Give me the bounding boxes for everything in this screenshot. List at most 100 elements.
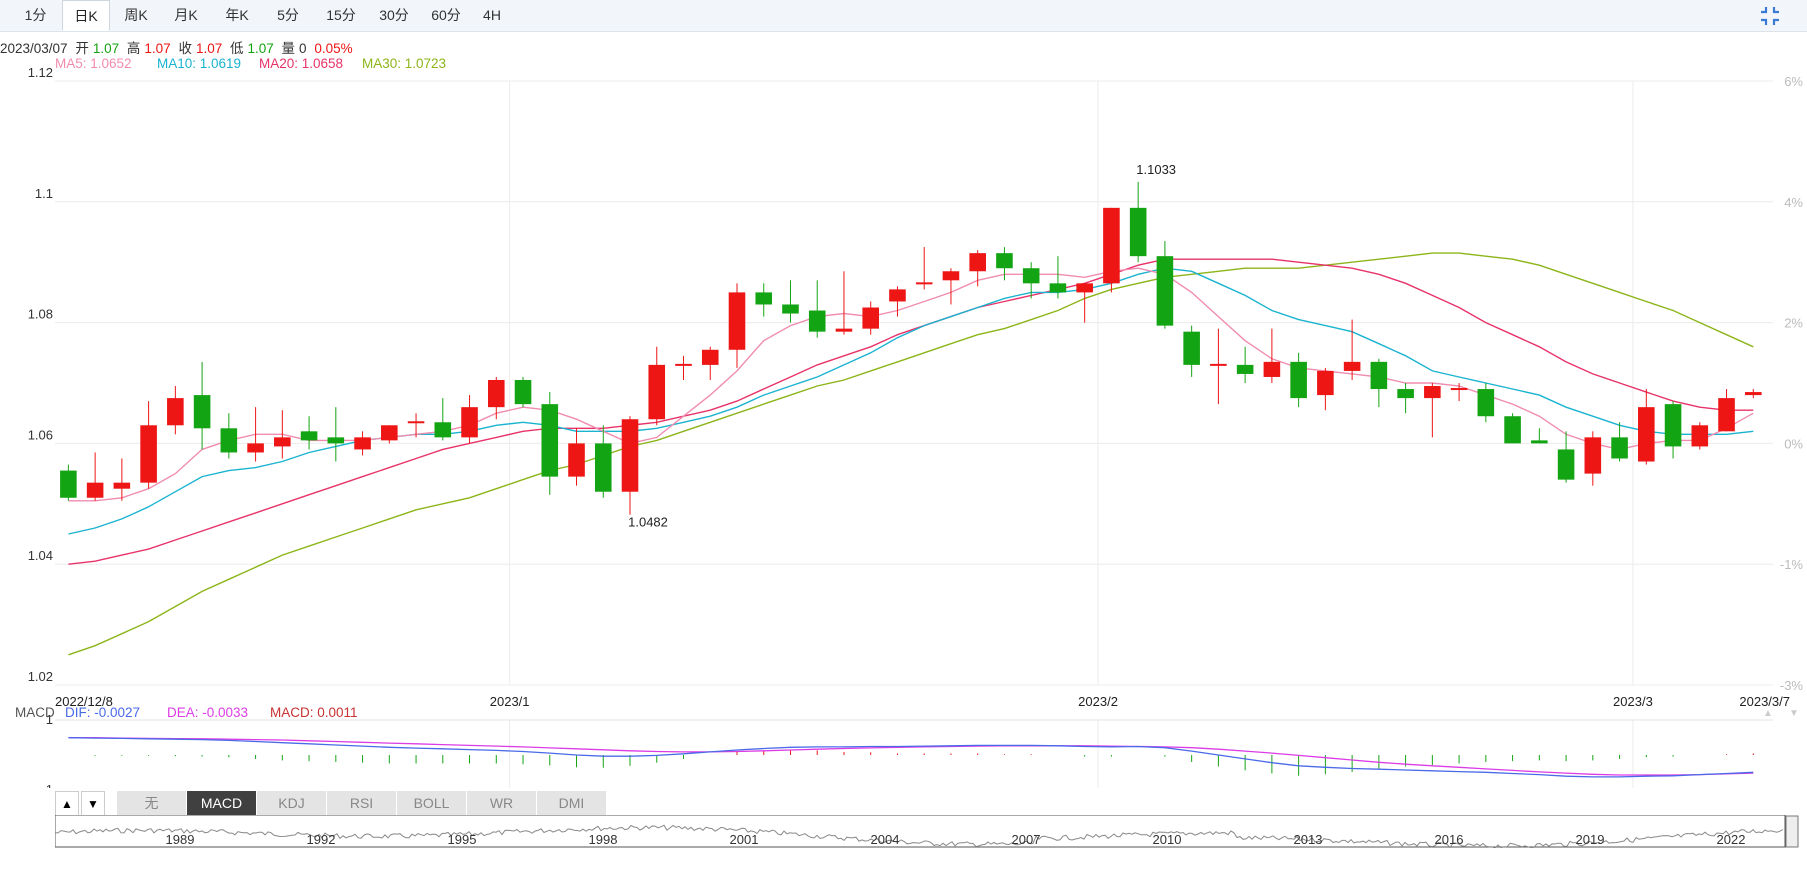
indicator-button-dmi[interactable]: DMI xyxy=(537,791,607,816)
macd-tick-label: 1 xyxy=(46,712,53,727)
candle-body xyxy=(113,482,131,489)
info-close-label: 收 xyxy=(178,41,192,56)
ma10-line xyxy=(68,267,1754,535)
pct-tick-label: 4% xyxy=(1784,195,1803,210)
scroll-down-button[interactable]: ▼ xyxy=(81,791,105,816)
candle-body xyxy=(1370,361,1388,390)
candle-body xyxy=(1477,389,1495,417)
indicator-button-wr[interactable]: WR xyxy=(467,791,537,816)
candle-body xyxy=(140,425,157,483)
tab-0[interactable]: 1分 xyxy=(24,7,47,23)
candle-body xyxy=(1450,388,1468,391)
navigator-year-label: 2022 xyxy=(1717,832,1746,847)
navigator-year-label: 2016 xyxy=(1435,832,1464,847)
ma10-legend: MA10: 1.0619 xyxy=(157,56,242,71)
candle-body xyxy=(1290,361,1307,399)
candle-body xyxy=(728,292,746,350)
tab-3[interactable]: 月K xyxy=(174,7,198,23)
macd-title: MACD xyxy=(15,705,55,720)
y-tick-label: 1.12 xyxy=(28,68,53,80)
y-tick-label: 1.06 xyxy=(28,427,53,442)
candle-body xyxy=(220,428,238,453)
candle-body xyxy=(247,443,264,453)
info-date: 2023/03/07 xyxy=(0,41,68,56)
indicator-button-kdj[interactable]: KDJ xyxy=(257,791,327,816)
indicator-button-boll[interactable]: BOLL xyxy=(397,791,467,816)
candle-body xyxy=(621,419,639,492)
info-open-label: 开 xyxy=(75,41,89,56)
candle-body xyxy=(1638,407,1655,462)
candle-body xyxy=(407,421,425,424)
candle-body xyxy=(1103,207,1120,284)
info-vol-label: 量 xyxy=(281,41,296,56)
navigator-year-label: 1989 xyxy=(166,832,195,847)
info-open: 1.07 xyxy=(92,41,120,56)
macd-value-legend: MACD: 0.0011 xyxy=(270,705,358,720)
navigator-year-label: 2004 xyxy=(871,832,900,847)
candle-body xyxy=(782,304,799,314)
candle-body xyxy=(594,443,612,492)
ma5-line xyxy=(68,267,1754,502)
candle-body xyxy=(996,253,1013,269)
candle-body xyxy=(755,292,773,305)
tab-8[interactable]: 60分 xyxy=(431,7,461,23)
tab-2[interactable]: 周K xyxy=(124,7,148,23)
exit-fullscreen-icon[interactable] xyxy=(1759,5,1781,27)
scroll-up-button[interactable]: ▲ xyxy=(55,791,79,816)
ma5-legend: MA5: 1.0652 xyxy=(55,56,132,71)
candle-body xyxy=(1397,389,1414,399)
indicator-button-rsi[interactable]: RSI xyxy=(327,791,397,816)
macd-dif-legend: DIF: -0.0027 xyxy=(65,705,141,720)
indicator-button-无[interactable]: 无 xyxy=(117,791,187,816)
candle-body xyxy=(86,482,104,498)
pct-tick-label: 2% xyxy=(1784,316,1803,331)
tab-5[interactable]: 5分 xyxy=(277,7,299,23)
tab-1[interactable]: 日K xyxy=(62,0,110,31)
candle-body xyxy=(60,470,77,498)
x-axis-label: 2023/3 xyxy=(1613,694,1653,709)
pct-tick-label: -1% xyxy=(1780,557,1804,572)
info-change: 0.05% xyxy=(314,41,353,56)
dif-line xyxy=(68,737,1754,778)
candle-body xyxy=(1049,283,1067,293)
candle-body xyxy=(1691,425,1709,447)
tab-7[interactable]: 30分 xyxy=(379,7,409,23)
candle-body xyxy=(1129,207,1147,257)
candle-body xyxy=(648,364,666,420)
price-annotation: 1.0482 xyxy=(628,515,668,530)
pct-tick-label: 6% xyxy=(1784,74,1803,89)
y-tick-label: 1.1 xyxy=(35,186,53,201)
y-tick-label: 1.02 xyxy=(28,669,53,684)
candle-body xyxy=(1557,449,1575,480)
navigator-handle[interactable] xyxy=(1785,815,1799,848)
info-low: 1.07 xyxy=(247,41,274,56)
tab-4[interactable]: 年K xyxy=(225,7,249,23)
info-high-label: 高 xyxy=(126,41,141,56)
tab-9[interactable]: 4H xyxy=(483,7,501,23)
panel-down-icon: ▼ xyxy=(1789,708,1799,719)
navigator-year-label: 2010 xyxy=(1153,832,1182,847)
candlestick-chart[interactable]: 1.121.11.081.061.041.026%4%2%0%-1%-3%202… xyxy=(0,68,1807,788)
navigator-year-label: 1992 xyxy=(307,832,336,847)
candle-body xyxy=(862,307,880,329)
info-close: 1.07 xyxy=(195,41,223,56)
ma30-line xyxy=(68,252,1754,656)
candle-body xyxy=(167,398,184,426)
time-navigator[interactable]: 1989 1992 1995 1998 2001 2004 2007 2010 2013 2016… xyxy=(55,815,1802,848)
indicator-button-macd[interactable]: MACD xyxy=(187,791,257,816)
candle-body xyxy=(1584,437,1602,474)
candle-body xyxy=(1611,437,1628,459)
price-annotation: 1.1033 xyxy=(1136,162,1176,177)
pct-tick-label: -3% xyxy=(1780,678,1804,693)
candle-body xyxy=(1424,386,1441,399)
candle-body xyxy=(835,328,853,332)
navigator-year-label: 1998 xyxy=(589,832,618,847)
candle-body xyxy=(193,395,211,429)
candle-body xyxy=(1317,370,1334,396)
navigator-year-label: 1995 xyxy=(448,832,477,847)
tab-6[interactable]: 15分 xyxy=(326,7,356,23)
candle-body xyxy=(434,422,452,438)
navigator-year-label: 2013 xyxy=(1294,832,1323,847)
candle-body xyxy=(1183,331,1200,365)
